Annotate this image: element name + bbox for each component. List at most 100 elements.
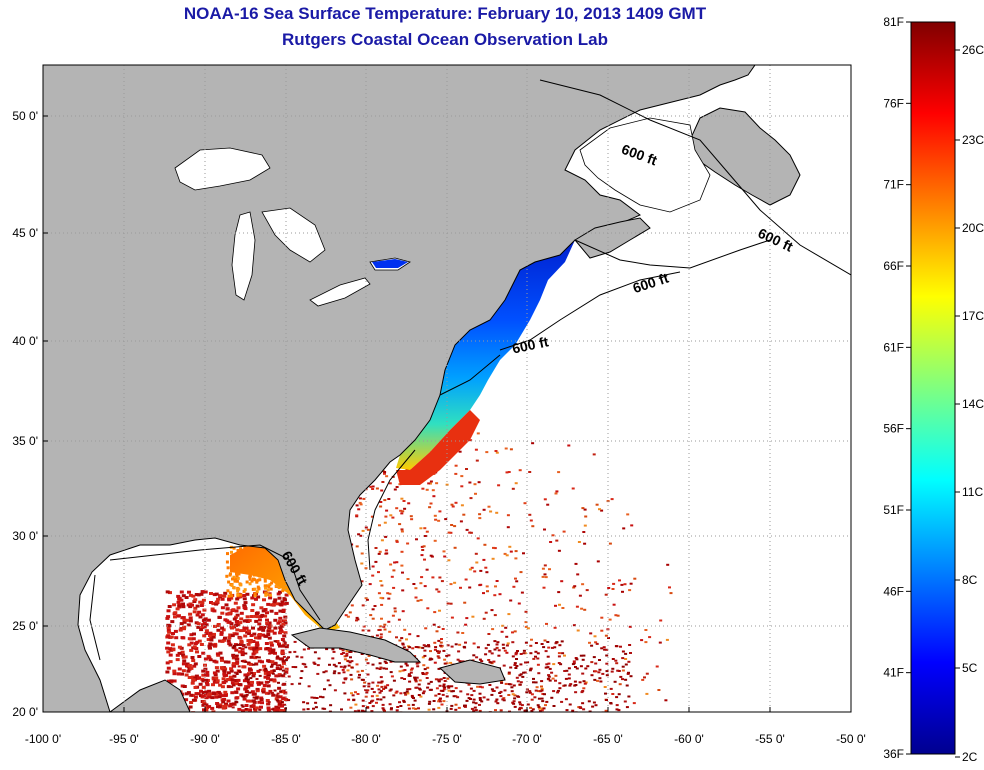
sst-pixel: [479, 569, 483, 572]
sst-pixel: [257, 656, 261, 659]
sst-pixel: [450, 704, 454, 707]
sst-pixel: [206, 638, 211, 641]
sst-pixel: [265, 621, 270, 625]
sst-pixel: [236, 643, 240, 646]
lon-label: -95 0': [109, 732, 139, 746]
sst-pixel: [175, 653, 180, 657]
sst-pixel: [346, 669, 350, 672]
sst-pixel: [215, 679, 220, 683]
sst-pixel: [165, 670, 170, 674]
sst-pixel: [235, 574, 239, 578]
sst-pixel: [478, 517, 482, 520]
sst-pixel: [316, 664, 320, 667]
sst-pixel: [539, 690, 543, 693]
sst-pixel: [275, 602, 280, 606]
sst-pixel: [255, 647, 260, 651]
sst-pixel: [184, 692, 189, 696]
sst-pixel: [622, 527, 626, 530]
sst-pixel: [468, 586, 472, 589]
sst-pixel: [511, 655, 515, 658]
sst-pixel: [342, 666, 346, 669]
sst-pixel: [193, 642, 198, 646]
colorbar-c-label: 11C: [962, 485, 983, 499]
sst-pixel: [362, 685, 366, 688]
sst-pixel: [518, 706, 522, 709]
sst-pixel: [167, 605, 172, 608]
sst-pixel: [266, 706, 271, 710]
sst-pixel: [600, 509, 604, 512]
sst-pixel: [199, 592, 204, 596]
sst-pixel: [234, 623, 239, 627]
sst-pixel: [278, 664, 282, 667]
sst-pixel: [258, 674, 262, 677]
sst-pixel: [513, 630, 517, 633]
sst-pixel: [519, 663, 523, 666]
sst-pixel: [227, 636, 232, 640]
sst-pixel: [234, 679, 239, 682]
sst-pixel: [526, 703, 530, 706]
sst-pixel: [264, 680, 269, 684]
sst-pixel: [216, 624, 221, 628]
sst-pixel: [275, 640, 280, 643]
sst-pixel: [280, 674, 284, 677]
sst-pixel: [516, 695, 520, 698]
sst-pixel: [179, 622, 184, 626]
lon-label: -80 0': [351, 732, 381, 746]
sst-pixel: [244, 619, 249, 623]
sst-pixel: [514, 653, 518, 656]
sst-pixel: [180, 616, 185, 620]
sst-pixel: [270, 670, 274, 674]
sst-pixel: [486, 643, 490, 646]
sst-pixel: [182, 685, 187, 688]
sst-pixel: [487, 505, 491, 508]
sst-pixel: [276, 695, 280, 698]
sst-pixel: [278, 628, 283, 632]
sst-pixel: [427, 644, 430, 647]
sst-pixel: [554, 679, 557, 682]
sst-pixel: [405, 648, 409, 651]
sst-pixel: [548, 667, 552, 670]
sst-pixel: [209, 592, 213, 595]
sst-pixel: [474, 492, 477, 495]
sst-pixel: [220, 597, 225, 601]
sst-pixel: [504, 626, 508, 629]
sst-pixel: [432, 700, 436, 702]
sst-pixel: [281, 589, 285, 593]
sst-pixel: [605, 662, 609, 665]
sst-pixel: [209, 601, 213, 604]
sst-pixel: [437, 693, 441, 695]
sst-pixel: [252, 696, 256, 699]
sst-pixel: [257, 622, 262, 626]
sst-pixel: [553, 626, 557, 629]
sst-pixel: [444, 518, 448, 521]
sst-pixel: [429, 650, 432, 653]
sst-pixel: [645, 672, 649, 675]
sst-pixel: [405, 638, 408, 641]
sst-pixel: [223, 660, 228, 664]
sst-pixel: [230, 594, 234, 598]
sst-pixel: [436, 650, 439, 653]
sst-pixel: [172, 603, 177, 607]
sst-pixel: [588, 710, 592, 712]
sst-pixel: [465, 468, 468, 470]
sst-pixel: [239, 693, 244, 697]
sst-pixel: [511, 487, 515, 490]
sst-pixel: [294, 666, 298, 669]
sst-pixel: [284, 593, 289, 597]
sst-pixel: [438, 700, 442, 703]
sst-pixel: [249, 683, 254, 687]
colorbar-f-label: 46F: [883, 584, 904, 598]
sst-pixel: [324, 670, 328, 673]
sst-pixel: [220, 658, 224, 662]
sst-pixel: [256, 578, 260, 582]
sst-pixel: [507, 671, 511, 674]
sst-pixel: [582, 680, 586, 683]
sst-pixel: [563, 670, 567, 672]
sst-pixel: [230, 685, 234, 688]
sst-pixel: [565, 669, 569, 672]
sst-pixel: [219, 632, 224, 636]
sst-pixel: [232, 546, 236, 550]
sst-pixel: [284, 601, 289, 605]
